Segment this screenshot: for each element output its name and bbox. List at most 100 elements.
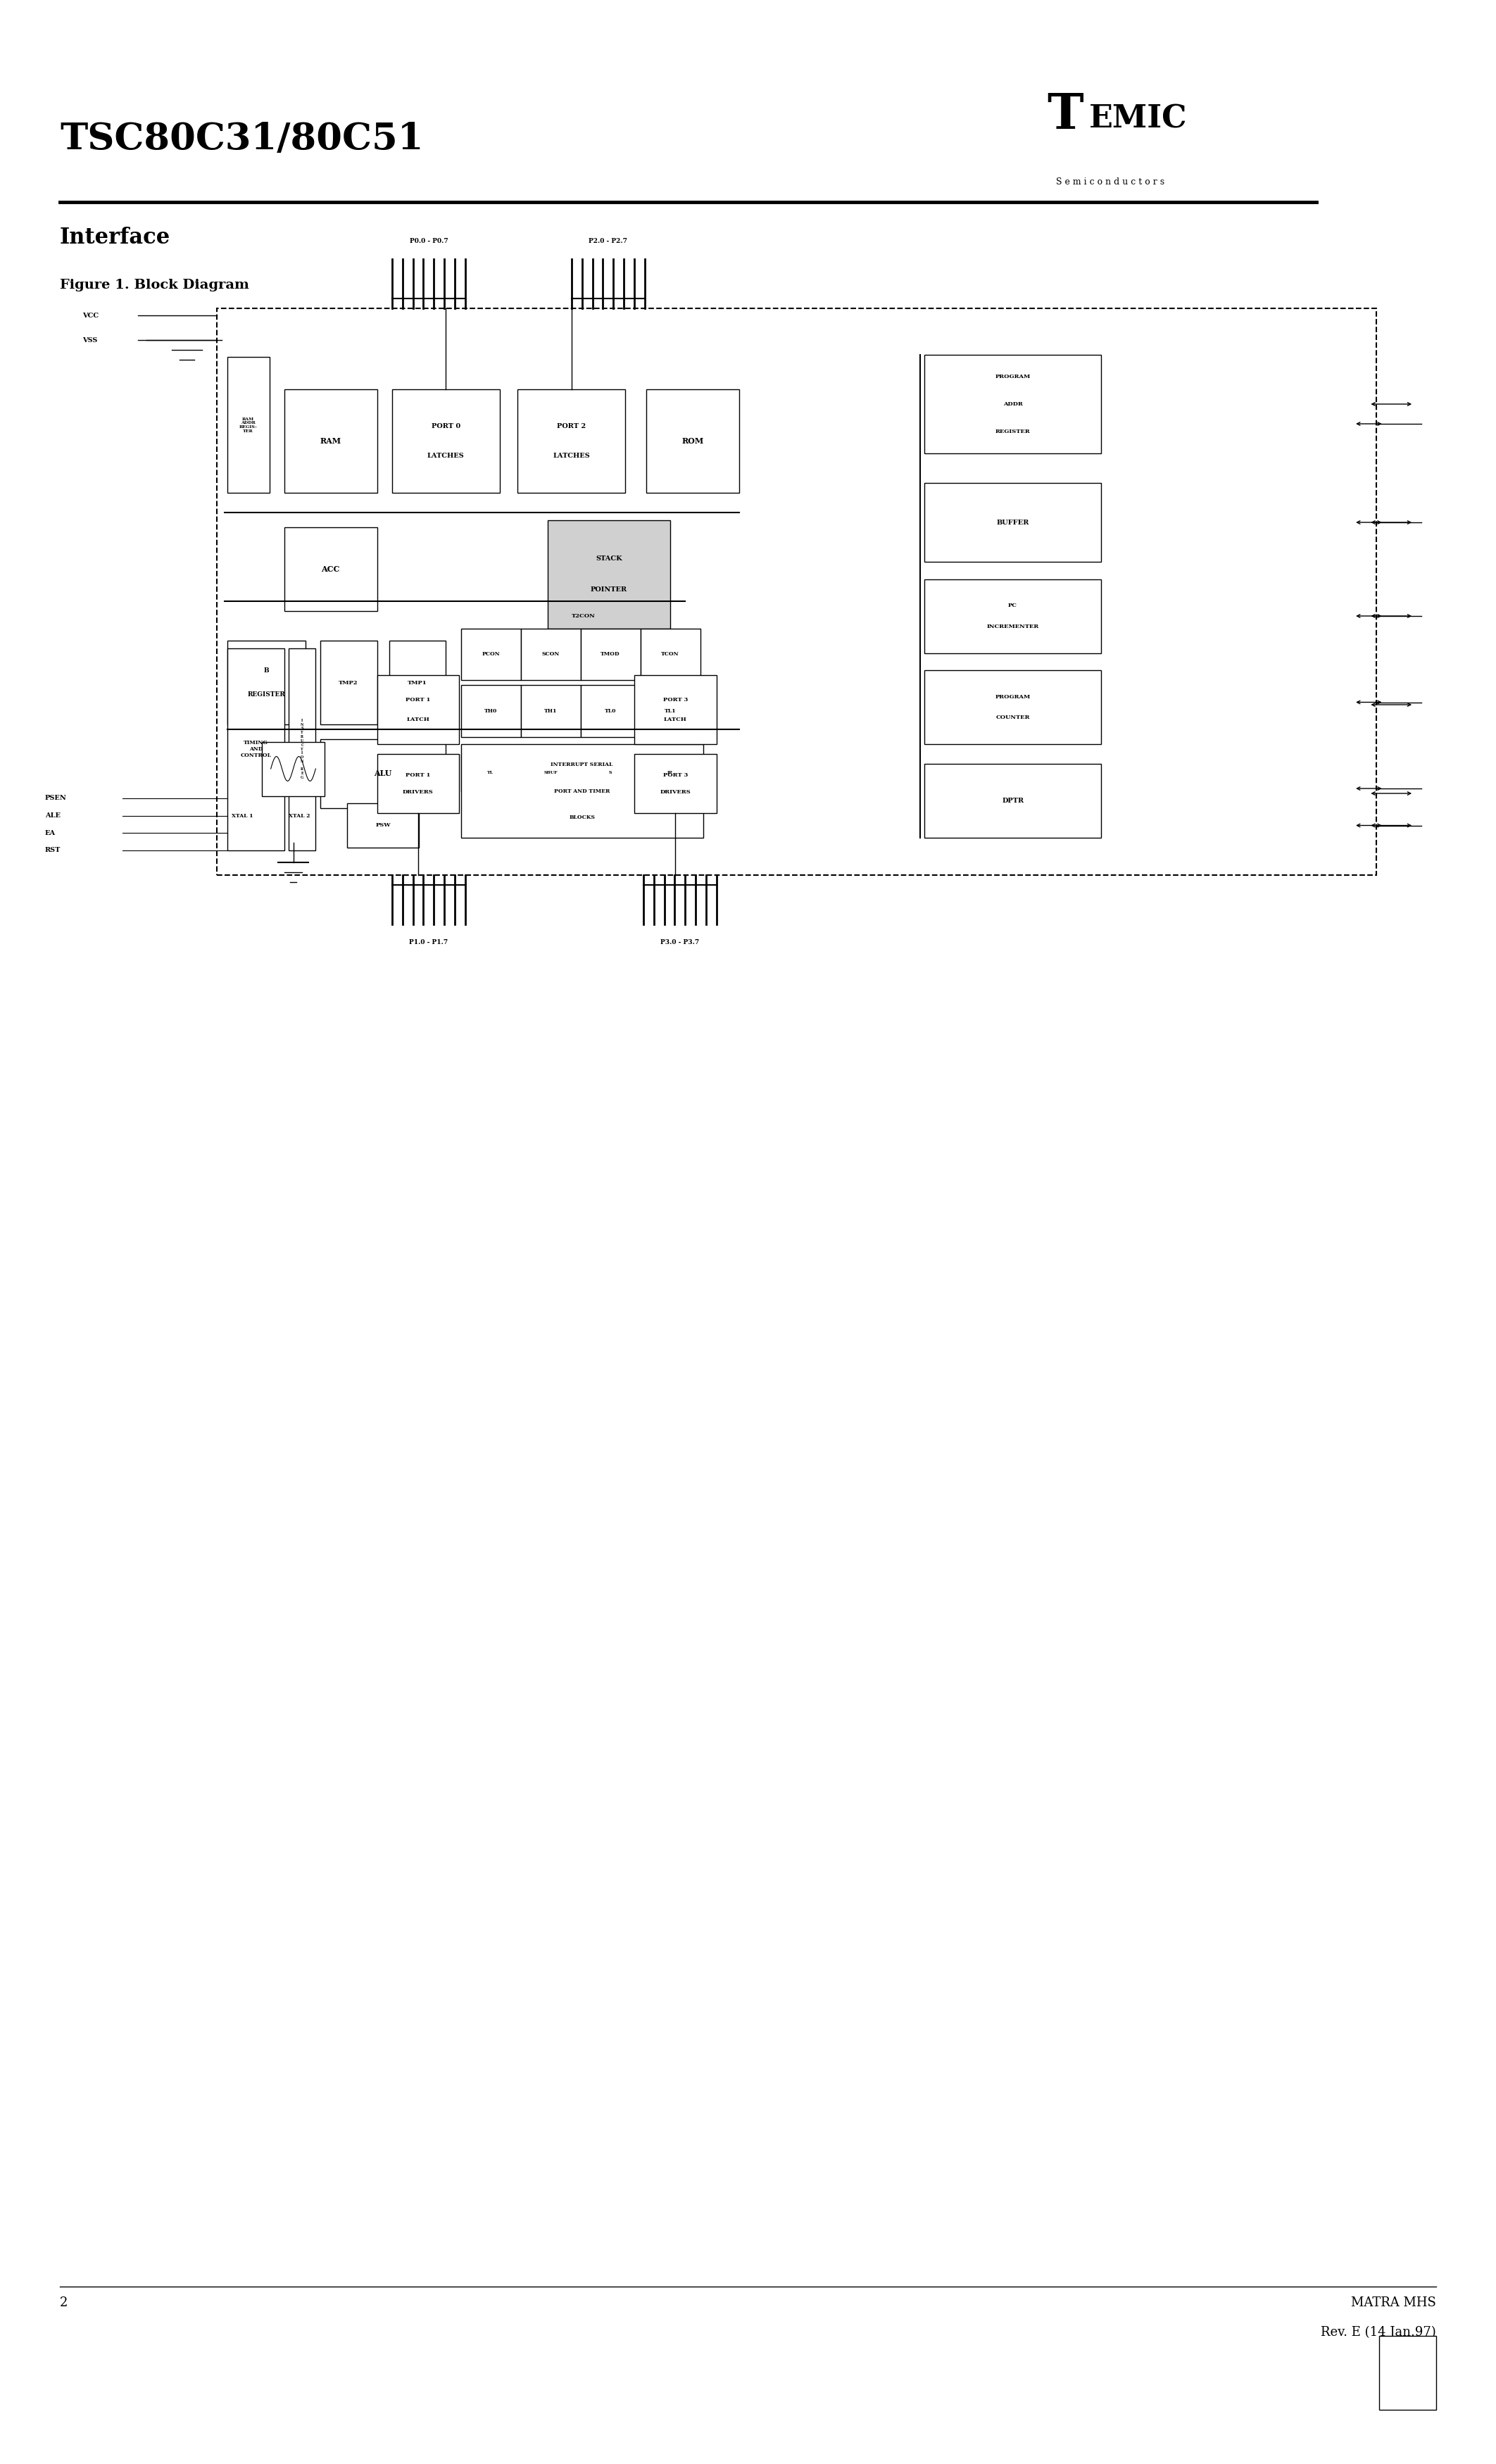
Text: VCC: VCC bbox=[82, 313, 99, 318]
Bar bbox=[640, 685, 700, 737]
Text: PORT 3: PORT 3 bbox=[663, 697, 688, 702]
Text: STACK: STACK bbox=[595, 557, 622, 562]
Text: ADDR: ADDR bbox=[1002, 402, 1023, 407]
Bar bbox=[377, 754, 459, 813]
Text: S: S bbox=[609, 771, 612, 774]
Text: 2: 2 bbox=[60, 2296, 67, 2309]
Bar bbox=[548, 520, 670, 628]
Bar bbox=[521, 685, 580, 737]
Bar bbox=[392, 389, 500, 493]
Bar bbox=[289, 648, 316, 850]
Text: XTAL 1: XTAL 1 bbox=[232, 813, 253, 818]
Text: ROM: ROM bbox=[682, 436, 703, 446]
Text: DRIVERS: DRIVERS bbox=[660, 788, 691, 796]
Bar bbox=[1379, 2336, 1436, 2410]
Text: PSW: PSW bbox=[375, 823, 390, 828]
Text: TL0: TL0 bbox=[604, 707, 616, 715]
Text: TL1: TL1 bbox=[664, 707, 676, 715]
Bar bbox=[377, 675, 459, 744]
Bar bbox=[634, 675, 717, 744]
Text: INTERRUPT SERIAL: INTERRUPT SERIAL bbox=[551, 761, 613, 769]
Text: ACC: ACC bbox=[322, 564, 340, 574]
Text: TSC80C31/80C51: TSC80C31/80C51 bbox=[60, 121, 423, 158]
Bar bbox=[227, 641, 305, 724]
Text: PROGRAM: PROGRAM bbox=[995, 375, 1031, 379]
Text: T: T bbox=[1047, 91, 1083, 138]
Text: SBUF: SBUF bbox=[543, 771, 558, 774]
Text: IP: IP bbox=[667, 771, 673, 774]
Text: POINTER: POINTER bbox=[591, 586, 627, 591]
Bar bbox=[580, 754, 640, 791]
Text: PORT 1: PORT 1 bbox=[405, 771, 431, 779]
Text: TIMING
AND
CONTROL: TIMING AND CONTROL bbox=[241, 739, 271, 759]
Bar bbox=[925, 764, 1101, 838]
Text: LATCH: LATCH bbox=[407, 717, 429, 722]
Text: TL: TL bbox=[488, 771, 494, 774]
Text: Rev. E (14 Jan.97): Rev. E (14 Jan.97) bbox=[1321, 2326, 1436, 2338]
Bar bbox=[925, 579, 1101, 653]
Bar bbox=[347, 803, 419, 848]
Text: LATCHES: LATCHES bbox=[428, 453, 464, 458]
Bar bbox=[217, 308, 1376, 875]
Text: Figure 1. Block Diagram: Figure 1. Block Diagram bbox=[60, 278, 250, 291]
Bar bbox=[284, 527, 377, 611]
Bar bbox=[521, 754, 580, 791]
Text: REGISTER: REGISTER bbox=[995, 429, 1031, 434]
Bar bbox=[925, 670, 1101, 744]
Text: P0.0 - P0.7: P0.0 - P0.7 bbox=[410, 237, 447, 244]
Text: BLOCKS: BLOCKS bbox=[568, 813, 595, 821]
Bar bbox=[518, 389, 625, 493]
Text: COUNTER: COUNTER bbox=[996, 715, 1029, 719]
Text: EA: EA bbox=[45, 830, 55, 835]
Text: REGISTER: REGISTER bbox=[247, 690, 286, 697]
Text: MATRA MHS: MATRA MHS bbox=[1351, 2296, 1436, 2309]
Text: DRIVERS: DRIVERS bbox=[402, 788, 434, 796]
Text: B: B bbox=[263, 668, 269, 675]
Bar bbox=[227, 357, 269, 493]
Bar bbox=[580, 628, 640, 680]
Text: ALE: ALE bbox=[45, 813, 60, 818]
Bar bbox=[640, 628, 700, 680]
Text: PORT 2: PORT 2 bbox=[557, 424, 586, 429]
Text: I
N
S
T
R
U
C
T
I
O
N

R
E
G: I N S T R U C T I O N R E G bbox=[301, 719, 304, 779]
Bar bbox=[925, 355, 1101, 453]
Text: RAM: RAM bbox=[320, 436, 341, 446]
Text: TH1: TH1 bbox=[545, 707, 557, 715]
Text: ALU: ALU bbox=[374, 769, 392, 779]
Text: P2.0 - P2.7: P2.0 - P2.7 bbox=[589, 237, 627, 244]
Bar bbox=[461, 685, 521, 737]
Text: P3.0 - P3.7: P3.0 - P3.7 bbox=[661, 939, 699, 946]
Text: Interface: Interface bbox=[60, 227, 171, 249]
Bar bbox=[925, 483, 1101, 562]
Bar bbox=[521, 628, 580, 680]
Text: SCON: SCON bbox=[542, 650, 560, 658]
Text: VSS: VSS bbox=[82, 338, 97, 342]
Bar bbox=[461, 754, 521, 791]
Text: TMP1: TMP1 bbox=[407, 680, 428, 685]
Bar bbox=[640, 754, 700, 791]
Bar bbox=[646, 389, 739, 493]
Text: PORT 3: PORT 3 bbox=[663, 771, 688, 779]
Text: LATCH: LATCH bbox=[664, 717, 687, 722]
Text: T2CON: T2CON bbox=[571, 614, 595, 618]
Bar bbox=[461, 744, 703, 838]
Text: DPTR: DPTR bbox=[1002, 798, 1023, 803]
Bar bbox=[227, 648, 284, 850]
Text: PSEN: PSEN bbox=[45, 796, 66, 801]
Text: PORT 0: PORT 0 bbox=[431, 424, 461, 429]
Text: XTAL 2: XTAL 2 bbox=[289, 813, 310, 818]
Text: RAM
ADDR
REGIS-
TER: RAM ADDR REGIS- TER bbox=[239, 416, 257, 434]
Text: PORT AND TIMER: PORT AND TIMER bbox=[554, 788, 610, 793]
Bar bbox=[580, 685, 640, 737]
Text: S e m i c o n d u c t o r s: S e m i c o n d u c t o r s bbox=[1056, 177, 1165, 187]
Text: TH0: TH0 bbox=[485, 707, 497, 715]
Text: PCON: PCON bbox=[482, 650, 500, 658]
Text: TCON: TCON bbox=[661, 650, 679, 658]
Text: INCREMENTER: INCREMENTER bbox=[987, 623, 1038, 628]
Text: TMOD: TMOD bbox=[601, 650, 621, 658]
Bar bbox=[389, 641, 446, 724]
Bar bbox=[284, 389, 377, 493]
Text: LATCHES: LATCHES bbox=[554, 453, 589, 458]
Text: EMIC: EMIC bbox=[1089, 103, 1188, 133]
Text: PROGRAM: PROGRAM bbox=[995, 695, 1031, 700]
